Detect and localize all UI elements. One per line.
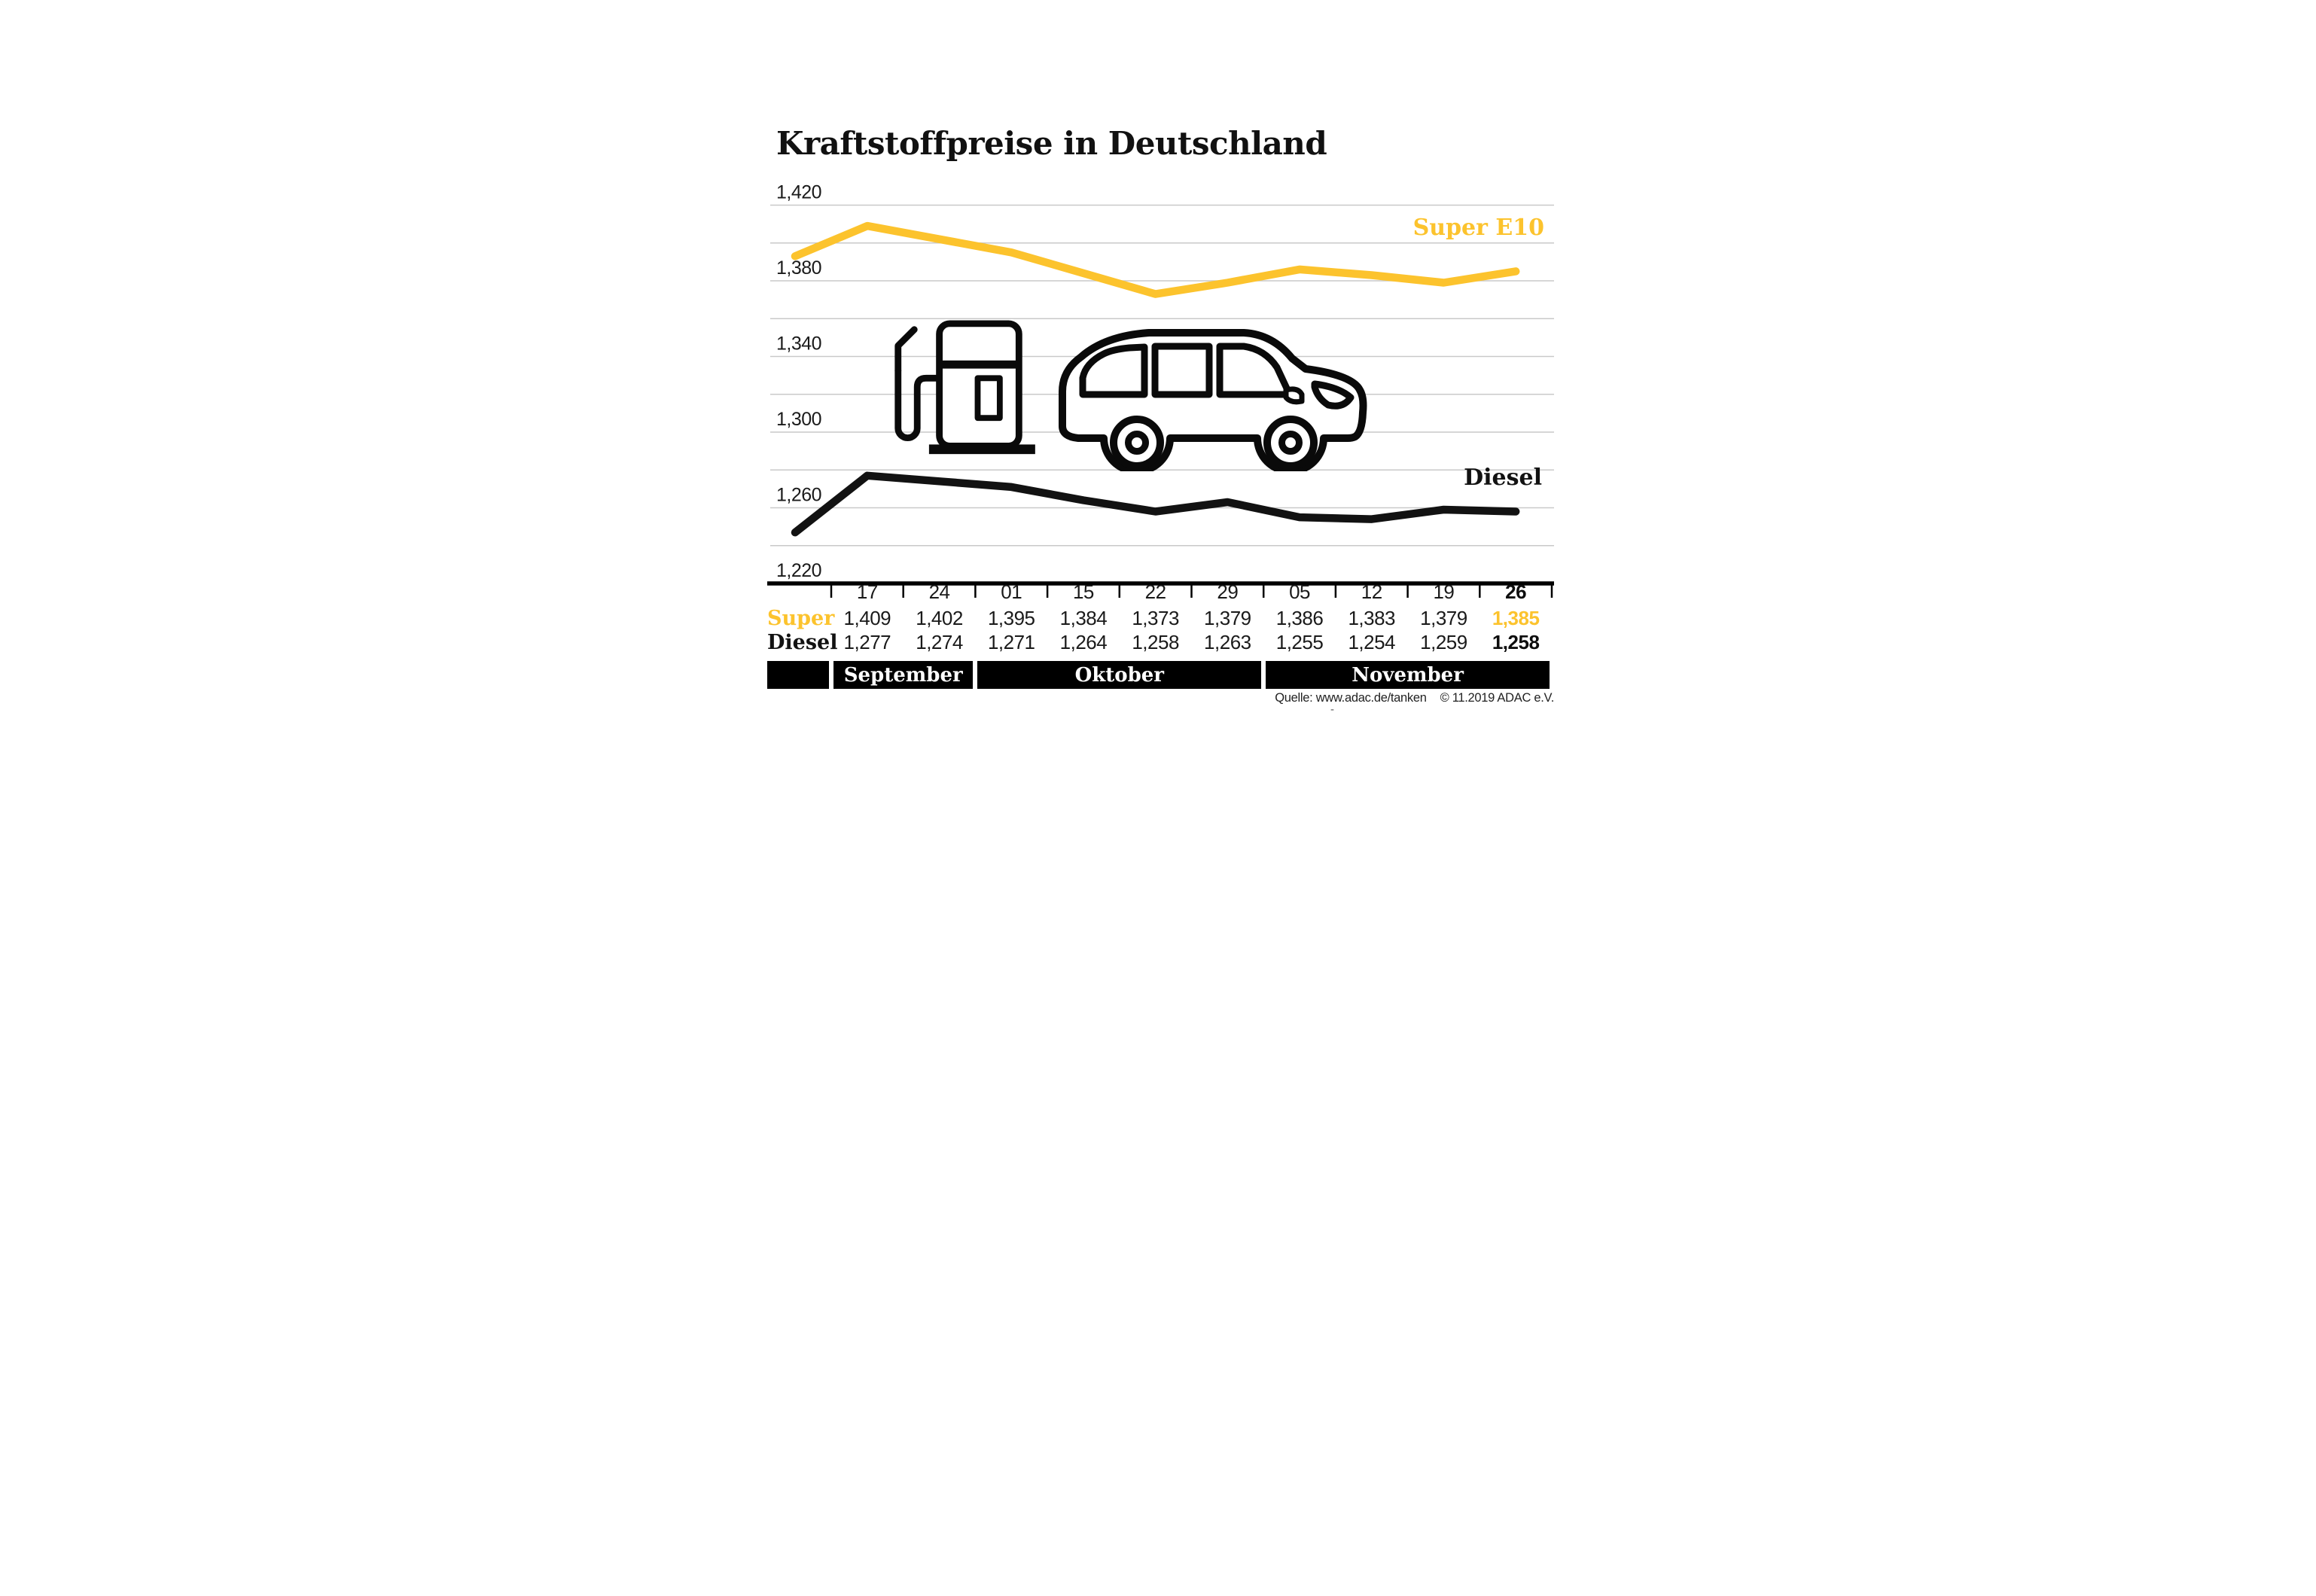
y-axis-label: 1,340 — [776, 334, 821, 355]
month-band-segment: Oktober — [977, 661, 1262, 689]
page-title: Kraftstoffpreise in Deutschland — [776, 125, 1327, 162]
month-band-segment: September — [833, 661, 974, 689]
month-band-spacer — [767, 661, 829, 689]
car-middle-window — [1151, 343, 1213, 398]
series-line-super-e10 — [791, 221, 1520, 298]
super-value: 1,402 — [916, 607, 963, 629]
y-axis-label: 1,300 — [776, 409, 821, 430]
super-value: 1,383 — [1348, 607, 1396, 629]
car-mirror — [1283, 386, 1305, 405]
car-headlight — [1311, 380, 1355, 410]
date-label: 29 — [1217, 580, 1239, 603]
super-value: 1,386 — [1275, 607, 1324, 629]
super-value: 1,395 — [987, 607, 1035, 629]
source-text: Quelle: www.adac.de/tanken — [1275, 691, 1427, 705]
month-label: November — [1352, 663, 1464, 687]
date-label: 05 — [1289, 580, 1310, 603]
date-label: 01 — [1001, 580, 1022, 603]
diesel-value: 1,263 — [1204, 631, 1251, 653]
diesel-value: 1,274 — [916, 631, 963, 653]
infographic-canvas: Kraftstoffpreise in Deutschland 1,420 1,3… — [579, 0, 1737, 798]
diesel-value: 1,264 — [1059, 631, 1108, 653]
legend-diesel: Diesel — [1464, 464, 1542, 491]
pump-base — [928, 444, 1035, 455]
date-label: 19 — [1433, 580, 1455, 603]
car-icon — [1059, 329, 1367, 471]
date-label: 22 — [1144, 580, 1166, 603]
table-row-label-super: Super — [767, 607, 835, 630]
copyright-text: © 11.2019 ADAC e.V. — [1440, 691, 1555, 705]
y-axis-label: 1,420 — [776, 182, 821, 203]
diesel-value: 1,271 — [987, 631, 1035, 653]
legend-super-e10: Super E10 — [1412, 215, 1544, 241]
super-value: 1,385 — [1492, 607, 1540, 629]
source-line: Quelle: www.adac.de/tanken © 11.2019 ADA… — [1275, 691, 1554, 705]
month-label: September — [843, 663, 963, 687]
month-band-segment: November — [1266, 661, 1550, 689]
diesel-value: 1,255 — [1275, 631, 1324, 653]
date-label: 26 — [1505, 580, 1527, 603]
y-axis-label: 1,260 — [776, 485, 821, 506]
date-label: 15 — [1072, 580, 1094, 603]
pump-divider — [937, 360, 1021, 369]
super-value: 1,409 — [843, 607, 891, 629]
diesel-value: 1,258 — [1132, 631, 1179, 653]
super-value: 1,384 — [1059, 607, 1108, 629]
y-axis-label: 1,380 — [776, 257, 821, 279]
diesel-value: 1,258 — [1492, 631, 1540, 653]
super-value: 1,373 — [1132, 607, 1179, 629]
diesel-value: 1,277 — [843, 631, 891, 653]
super-value: 1,379 — [1204, 607, 1251, 629]
car-rear-window — [1079, 343, 1148, 398]
series-line-diesel — [791, 471, 1520, 537]
diesel-value: 1,254 — [1348, 631, 1396, 653]
table-row-label-diesel: Diesel — [767, 631, 838, 654]
diesel-value: 1,259 — [1420, 631, 1467, 653]
stray-mark: - — [1330, 703, 1334, 716]
date-label: 24 — [928, 580, 950, 603]
fuel-pump-icon — [894, 320, 1035, 455]
month-label: Oktober — [1074, 663, 1164, 687]
fuel-price-chart: 1,420 1,380 1,340 1,300 1,260 1,220 — [767, 182, 1554, 598]
date-label: 12 — [1361, 580, 1382, 603]
date-label: 17 — [856, 580, 878, 603]
y-axis-label: 1,220 — [776, 560, 821, 581]
super-value: 1,379 — [1420, 607, 1467, 629]
